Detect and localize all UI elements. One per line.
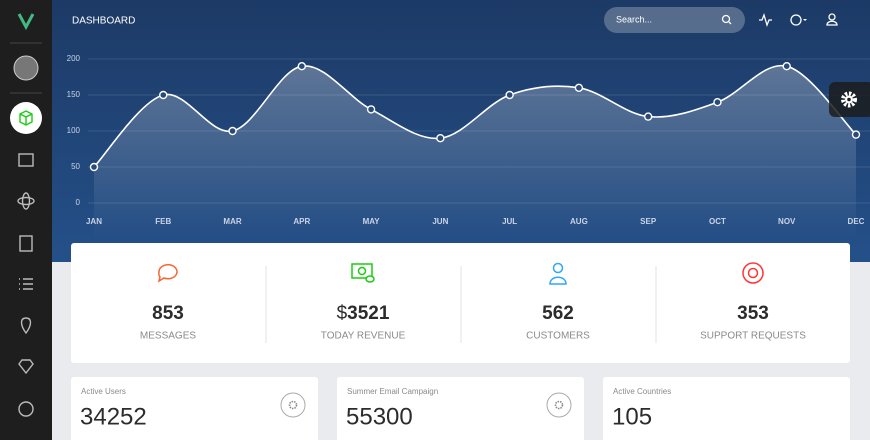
y-tick-label: 0 <box>76 198 81 207</box>
icon-coins <box>365 275 375 283</box>
card-value: 55300 <box>346 403 413 430</box>
nav-notifications[interactable] <box>19 235 33 252</box>
line <box>93 64 857 168</box>
cards: Active Users 34252 Summer Email Campaign 55… <box>71 377 850 440</box>
icon-support <box>747 267 759 279</box>
search-icon[interactable] <box>721 14 732 25</box>
stats: 853 MESSAGES $3521 TODAY REVENUE 562 CUSTOMER… <box>140 262 806 343</box>
line-area <box>94 65 856 240</box>
point <box>643 112 653 121</box>
stat-value: 853 <box>152 303 184 324</box>
language-icon[interactable] <box>790 14 807 26</box>
card-settings[interactable] <box>546 392 572 418</box>
point <box>574 83 584 93</box>
card-settings-gear <box>288 400 298 410</box>
point <box>366 105 376 114</box>
stat-prefix: $ <box>337 303 348 324</box>
search-placeholder: Search... <box>616 14 652 24</box>
nav-diamond[interactable] <box>18 359 34 375</box>
card-settings[interactable] <box>280 392 306 418</box>
nav-location[interactable] <box>20 317 32 335</box>
stat-label: TODAY REVENUE <box>321 331 406 342</box>
card-settings-gear <box>554 400 564 410</box>
x-tick-label: DEC <box>848 217 865 226</box>
page-title: DASHBOARD <box>72 16 135 27</box>
sidebar <box>0 0 52 440</box>
settings-button[interactable] <box>829 82 870 117</box>
icon-user <box>549 276 567 285</box>
stat-value: 562 <box>542 303 574 324</box>
point <box>436 133 445 143</box>
card-title: Active Countries <box>613 387 671 396</box>
point <box>159 90 168 100</box>
nav-chart[interactable] <box>18 401 34 417</box>
nav-list[interactable] <box>19 278 33 290</box>
point <box>851 130 861 139</box>
y-tick-label: 200 <box>67 54 81 63</box>
avatar[interactable] <box>13 55 39 81</box>
stat-value: 353 <box>737 303 769 324</box>
point <box>782 61 791 71</box>
nav-icons[interactable] <box>18 153 34 167</box>
card-value: 34252 <box>80 403 147 430</box>
stat-value: $3521 <box>337 303 390 324</box>
card-title: Active Users <box>81 387 126 396</box>
point <box>89 162 99 172</box>
search-box[interactable] <box>604 7 745 33</box>
stat-label: MESSAGES <box>140 331 196 342</box>
card-value: 105 <box>612 403 652 430</box>
card <box>337 377 584 440</box>
y-tick-label: 150 <box>67 90 81 99</box>
stat-label: SUPPORT REQUESTS <box>700 331 806 342</box>
card-title: Summer Email Campaign <box>347 387 438 396</box>
activity-icon[interactable] <box>759 13 772 27</box>
point <box>713 97 722 107</box>
y-tick-label: 100 <box>67 126 81 135</box>
icon-money <box>357 266 367 276</box>
logo[interactable] <box>17 13 35 31</box>
icon-box <box>19 110 33 126</box>
user-icon[interactable] <box>826 13 838 26</box>
icon-support <box>742 262 764 284</box>
nav-maps[interactable] <box>17 192 35 210</box>
card <box>71 377 318 440</box>
stat-label: CUSTOMERS <box>526 331 590 342</box>
card <box>603 377 850 440</box>
icon-money <box>351 263 373 279</box>
stat-number: 3521 <box>347 303 390 324</box>
point <box>505 90 514 100</box>
icon-chat <box>157 263 178 283</box>
y-tick-label: 50 <box>71 162 80 171</box>
point <box>297 61 307 71</box>
icon-user <box>552 262 564 274</box>
chart: 050100150200JANFEBMARAPRMAYJUNJULAUGSEPO… <box>67 54 870 240</box>
point <box>228 126 237 136</box>
